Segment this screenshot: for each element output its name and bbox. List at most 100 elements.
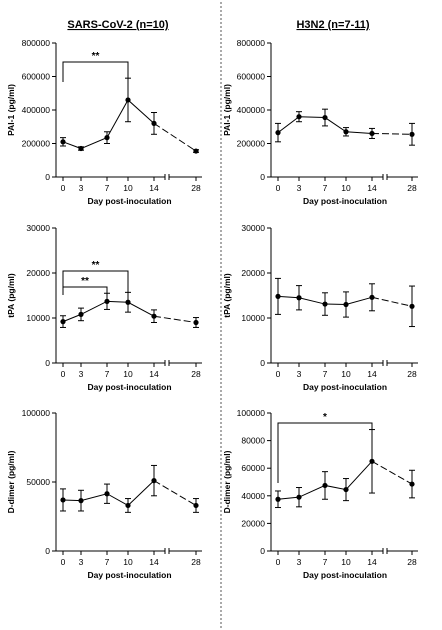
y-tick-label: 20000	[241, 518, 265, 528]
x-tick-label: 0	[61, 369, 66, 379]
y-tick-label: 80000	[241, 436, 265, 446]
y-tick-label: 10000	[26, 313, 50, 323]
data-point	[125, 502, 131, 509]
y-tick-label: 30000	[26, 223, 50, 233]
x-tick-label: 7	[105, 369, 110, 379]
x-tick-label: 3	[297, 557, 302, 567]
series-line-dashed	[153, 315, 197, 323]
data-point	[125, 299, 131, 305]
y-tick-label: 0	[45, 172, 50, 182]
x-tick-label: 3	[79, 369, 84, 379]
data-point	[193, 148, 199, 154]
series-line-dashed	[371, 132, 413, 135]
data-point	[409, 303, 415, 309]
x-tick-label: 7	[323, 557, 328, 567]
x-tick-label: 10	[123, 369, 133, 379]
significance-bracket	[62, 61, 129, 82]
data-point	[104, 298, 110, 304]
series-line-dashed	[153, 122, 197, 152]
data-point	[60, 139, 66, 145]
x-tick-label: 7	[105, 183, 110, 193]
series-line-dashed	[371, 296, 413, 307]
y-tick-label: 100000	[22, 408, 51, 418]
y-tick-label: 20000	[26, 268, 50, 278]
x-tick-label: 10	[123, 557, 133, 567]
x-tick-label: 14	[149, 183, 159, 193]
x-tick-label: 0	[276, 183, 281, 193]
data-point	[322, 114, 328, 121]
data-point	[296, 494, 302, 500]
y-tick-label: 60000	[241, 463, 265, 473]
data-point	[275, 293, 281, 299]
x-tick-label: 10	[341, 557, 351, 567]
x-tick-label: 3	[297, 183, 302, 193]
data-point	[296, 114, 302, 120]
x-tick-label: 14	[367, 183, 377, 193]
x-tick-label: 3	[79, 183, 84, 193]
data-point	[151, 120, 157, 126]
x-tick-label: 28	[191, 557, 201, 567]
x-tick-label: 0	[61, 183, 66, 193]
y-tick-label: 40000	[241, 491, 265, 501]
y-tick-label: 400000	[22, 105, 51, 115]
significance-bracket	[277, 422, 373, 483]
data-point	[151, 313, 157, 319]
x-tick-label: 28	[407, 183, 417, 193]
data-point	[322, 482, 328, 489]
y-tick-label: 0	[260, 172, 265, 182]
y-tick-label: 800000	[22, 38, 51, 48]
y-tick-label: 0	[45, 546, 50, 556]
data-point	[104, 135, 110, 141]
x-tick-label: 0	[276, 369, 281, 379]
significance-label: **	[92, 51, 100, 62]
x-tick-label: 14	[367, 369, 377, 379]
significance-label: *	[323, 412, 327, 423]
significance-bracket	[62, 286, 108, 295]
y-axis-title: PAI-1 (pg/ml)	[6, 84, 16, 136]
x-axis-title: Day post-inoculation	[87, 382, 171, 392]
y-tick-label: 30000	[241, 223, 265, 233]
data-point	[193, 502, 199, 509]
data-point	[369, 130, 375, 137]
series-line	[62, 300, 155, 323]
data-point	[409, 481, 415, 487]
series-line-dashed	[371, 460, 413, 485]
data-point	[125, 97, 131, 103]
chart-panel: 0 20000 40000 60000 80000 100000 D-dimer (pg/m…	[222, 408, 418, 580]
data-point	[104, 491, 110, 497]
x-tick-label: 14	[149, 557, 159, 567]
y-tick-label: 800000	[237, 38, 266, 48]
data-point	[78, 311, 84, 317]
x-tick-label: 0	[276, 557, 281, 567]
data-point	[275, 496, 281, 502]
data-point	[343, 486, 349, 493]
y-tick-label: 10000	[241, 313, 265, 323]
data-point	[60, 319, 66, 325]
x-tick-label: 28	[407, 369, 417, 379]
x-tick-label: 7	[323, 183, 328, 193]
x-tick-label: 7	[105, 557, 110, 567]
y-tick-label: 0	[260, 358, 265, 368]
y-tick-label: 20000	[241, 268, 265, 278]
x-tick-label: 3	[297, 369, 302, 379]
chart-panel: 0 10000 20000 30000 tPA (pg/ml) 0 3 7 10 14 28 Day …	[6, 223, 202, 392]
x-tick-label: 10	[341, 369, 351, 379]
x-axis-title: Day post-inoculation	[303, 570, 387, 580]
chart-panel: 0 200000 400000 600000 800000 PAI-1 (pg/ml) 0 3…	[222, 38, 418, 206]
x-tick-label: 14	[149, 369, 159, 379]
x-tick-label: 10	[123, 183, 133, 193]
x-tick-label: 28	[191, 369, 201, 379]
significance-label: **	[92, 260, 100, 271]
x-tick-label: 28	[407, 557, 417, 567]
data-point	[151, 478, 157, 484]
data-point	[78, 145, 84, 152]
y-axis-title: D-dimer (pg/ml)	[222, 450, 232, 513]
chart-panel: 0 50000 100000 D-dimer (pg/ml) 0 3 7 10 14 28 Day …	[6, 408, 202, 580]
chart-panel: 0 200000 400000 600000 800000 PAI-1 (pg/ml) 0 3…	[6, 38, 202, 206]
data-point	[78, 498, 84, 504]
data-point	[322, 301, 328, 307]
data-point	[343, 129, 349, 135]
group-title-sars: SARS-CoV-2 (n=10)	[67, 19, 168, 31]
